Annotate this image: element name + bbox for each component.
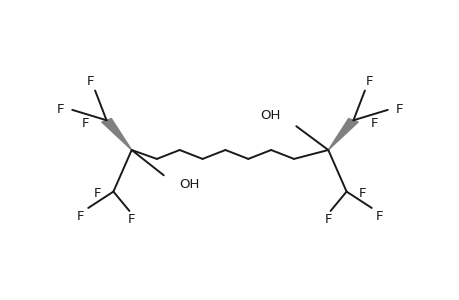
Text: F: F xyxy=(57,103,64,116)
Text: F: F xyxy=(365,75,372,88)
Text: OH: OH xyxy=(259,109,280,122)
Text: F: F xyxy=(358,187,365,200)
Text: F: F xyxy=(76,210,84,224)
Polygon shape xyxy=(328,118,358,150)
Polygon shape xyxy=(101,118,131,150)
Text: F: F xyxy=(324,213,331,226)
Text: F: F xyxy=(87,75,94,88)
Text: F: F xyxy=(82,117,90,130)
Text: F: F xyxy=(375,210,383,224)
Text: OH: OH xyxy=(179,178,200,191)
Text: F: F xyxy=(94,187,101,200)
Text: F: F xyxy=(128,213,135,226)
Text: F: F xyxy=(395,103,402,116)
Text: F: F xyxy=(369,117,377,130)
